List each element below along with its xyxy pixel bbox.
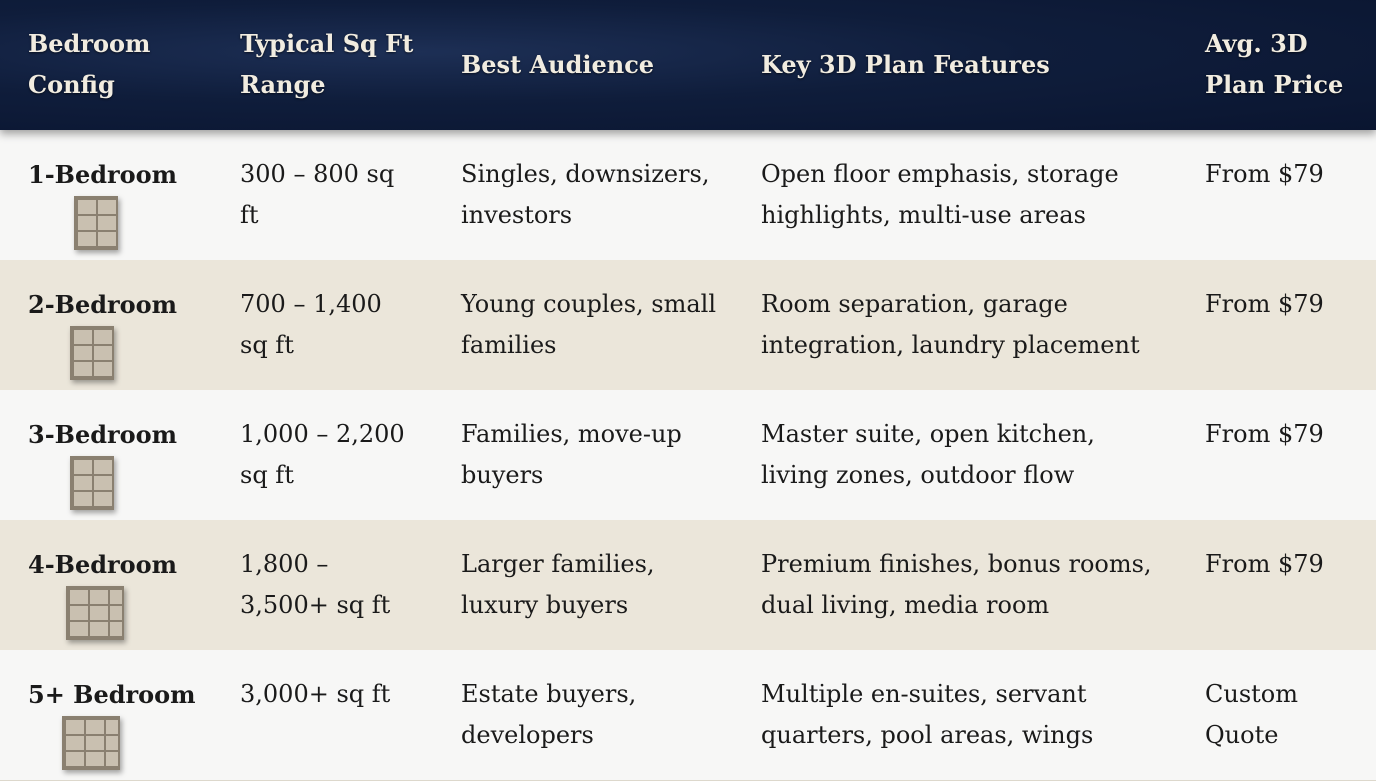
cell-sqft-range: 700 – 1,400 sq ft (240, 290, 382, 359)
table-row: 1-Bedroom 300 – 800 sq ft Singles, downsiz… (0, 130, 1376, 261)
cell-best-audience: Estate buyers, developers (461, 680, 637, 749)
cell-avg-price: From $79 (1205, 290, 1324, 318)
header-bedroom-config: Bedroom Config (28, 29, 151, 99)
table-row: 5+ Bedroom 3,000+ sq ft Estate buyers, dev… (0, 650, 1376, 781)
header-best-audience: Best Audience (461, 50, 655, 79)
cell-key-features: Open floor emphasis, storage highlights,… (761, 160, 1119, 229)
cell-bedroom-config: 4-Bedroom (28, 550, 178, 579)
header-key-features: Key 3D Plan Features (761, 50, 1050, 79)
cell-key-features: Multiple en-suites, servant quarters, po… (761, 680, 1094, 749)
cell-key-features: Master suite, open kitchen, living zones… (761, 420, 1095, 489)
floor-plan-thumbnail-icon (66, 586, 124, 640)
cell-avg-price: From $79 (1205, 550, 1324, 578)
header-sqft-range: Typical Sq Ft Range (240, 29, 414, 99)
cell-avg-price: Custom Quote (1205, 680, 1298, 749)
table-row: 4-Bedroom 1,800 – 3,500+ sq ft Larger fami… (0, 520, 1376, 651)
cell-sqft-range: 1,000 – 2,200 sq ft (240, 420, 405, 489)
cell-sqft-range: 3,000+ sq ft (240, 680, 391, 708)
cell-best-audience: Young couples, small families (461, 290, 717, 359)
floor-plan-thumbnail-icon (62, 716, 120, 770)
cell-avg-price: From $79 (1205, 160, 1324, 188)
table-header: Bedroom Config Typical Sq Ft Range Best … (0, 0, 1376, 130)
cell-best-audience: Singles, downsizers, investors (461, 160, 710, 229)
cell-sqft-range: 1,800 – 3,500+ sq ft (240, 550, 391, 619)
cell-avg-price: From $79 (1205, 420, 1324, 448)
cell-key-features: Premium finishes, bonus rooms, dual livi… (761, 550, 1152, 619)
floor-plan-thumbnail-icon (74, 196, 118, 250)
cell-best-audience: Larger families, luxury buyers (461, 550, 655, 619)
cell-bedroom-config: 2-Bedroom (28, 290, 178, 319)
floor-plan-thumbnail-icon (70, 456, 114, 510)
cell-bedroom-config: 5+ Bedroom (28, 680, 196, 709)
table-row: 3-Bedroom 1,000 – 2,200 sq ft Families, mo… (0, 390, 1376, 521)
table-row: 2-Bedroom 700 – 1,400 sq ft Young couples,… (0, 260, 1376, 391)
header-avg-price: Avg. 3D Plan Price (1205, 29, 1344, 99)
cell-bedroom-config: 3-Bedroom (28, 420, 178, 449)
cell-best-audience: Families, move-up buyers (461, 420, 682, 489)
cell-sqft-range: 300 – 800 sq ft (240, 160, 395, 229)
floor-plan-thumbnail-icon (70, 326, 114, 380)
cell-bedroom-config: 1-Bedroom (28, 160, 178, 189)
cell-key-features: Room separation, garage integration, lau… (761, 290, 1140, 359)
